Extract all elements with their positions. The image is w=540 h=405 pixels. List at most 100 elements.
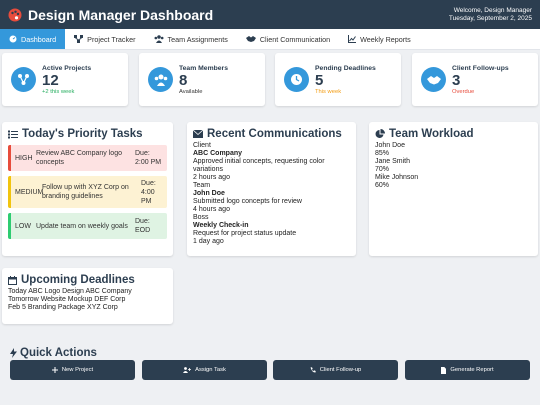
member-name: Jane Smith [375,158,411,165]
communications-title: Recent Communications [193,128,350,140]
communication-item[interactable]: Team John Doe Submitted logo concepts fo… [193,182,350,214]
generate-report-button[interactable]: Generate Report [405,360,530,380]
task-text: Follow up with XYZ Corp on branding guid… [42,184,129,200]
tab-project-tracker[interactable]: Project Tracker [65,29,144,49]
communication-type: Client [193,142,211,149]
stat-label: Active Projects [42,64,92,72]
stat-sub: This week [315,88,342,95]
client-followup-button[interactable]: Client Follow-up [273,360,398,380]
task-due: Due: 2:00 PM [135,150,162,166]
communication-time: 1 day ago [193,238,224,245]
stat-value: 12 [42,71,59,89]
communication-message: Request for project status update [193,230,297,237]
deadline-day: Tomorrow [8,296,39,303]
member-workload: 60% [375,182,390,189]
stat-card-pending-deadlines: Pending Deadlines 5 This week [275,53,401,106]
workload-member: Mike Johnson 60% [375,174,532,190]
deadline-project: ABC Logo Design [28,288,84,295]
tab-label: Team Assignments [167,34,228,44]
stat-sub: Available [179,88,203,95]
communication-message: Submitted logo concepts for review [193,198,302,205]
priority-tasks-title: Today's Priority Tasks [8,128,167,140]
stat-sub: +2 this week [42,88,75,95]
workload-member: Jane Smith 70% [375,158,532,174]
deadline-item[interactable]: Today ABC Logo Design ABC Company [8,288,167,296]
tab-label: Weekly Reports [360,34,411,44]
upcoming-deadlines-card: Upcoming Deadlines Today ABC Logo Design… [2,268,173,324]
communication-type: Team [193,182,211,189]
tab-team-assignments[interactable]: Team Assignments [145,29,237,49]
communication-sender: ABC Company [193,150,243,157]
member-workload: 85% [375,150,390,157]
team-workload-card: Team Workload John Doe 85% Jane Smith 70… [369,122,538,256]
current-date: Tuesday, September 2, 2025 [448,14,532,22]
task-item[interactable]: LOW Update team on weekly goals Due: EOD [8,213,167,239]
deadline-item[interactable]: Tomorrow Website Mockup DEF Corp [8,296,167,304]
app-header: Design Manager Dashboard Welcome, Design… [0,0,540,29]
deadline-client: XYZ Corp [87,304,118,311]
deadline-project: Branding Package [27,304,86,311]
users-icon [148,67,173,92]
stat-value: 3 [452,71,461,89]
tab-label: Project Tracker [87,34,136,44]
stat-card-team-members: Team Members 8 Available [139,53,265,106]
deadlines-title: Upcoming Deadlines [8,274,167,286]
deadline-client: ABC Company [85,288,132,295]
stat-value: 8 [179,71,188,89]
palette-icon [8,8,22,22]
page-title: Design Manager Dashboard [28,6,214,23]
tab-dashboard[interactable]: Dashboard [0,29,66,49]
task-list-icon [8,130,18,139]
stat-label: Client Follow-ups [452,64,509,72]
communication-time: 2 hours ago [193,174,230,181]
envelope-icon [193,130,203,138]
deadline-project: Website Mockup [40,296,93,303]
stat-label: Pending Deadlines [315,64,376,72]
communication-time: 4 hours ago [193,206,230,213]
task-priority: LOW [15,222,31,230]
calendar-icon [8,275,17,285]
phone-icon [310,367,316,373]
task-due: Due: EOD [135,218,151,234]
priority-tasks-card: Today's Priority Tasks HIGH Review ABC C… [2,122,173,256]
stat-card-client-followups: Client Follow-ups 3 Overdue [412,53,538,106]
stat-sub: Overdue [452,88,475,95]
user-plus-icon [183,367,192,373]
communication-sender: John Doe [193,190,225,197]
tab-client-communication[interactable]: Client Communication [237,29,339,49]
tab-weekly-reports[interactable]: Weekly Reports [339,29,420,49]
deadline-day: Feb 5 [8,304,26,311]
member-name: John Doe [375,142,405,149]
communication-type: Boss [193,214,209,221]
handshake-icon [245,35,256,43]
assign-task-button[interactable]: Assign Task [142,360,267,380]
member-workload: 70% [375,166,390,173]
plus-icon [51,367,58,373]
communication-item[interactable]: Client ABC Company Approved initial conc… [193,142,350,182]
quick-actions-title: Quick Actions [10,347,97,359]
new-project-button[interactable]: New Project [10,360,135,380]
tab-label: Client Communication [259,34,331,44]
task-text: Update team on weekly goals [36,222,128,230]
welcome-block: Welcome, Design Manager Tuesday, Septemb… [449,7,532,23]
chart-line-icon [348,35,357,43]
deadline-day: Today [8,288,27,295]
communication-sender: Weekly Check-in [193,222,249,229]
handshake-icon [421,67,446,92]
stat-label: Team Members [179,64,228,72]
bolt-icon [10,348,17,358]
recent-communications-card: Recent Communications Client ABC Company… [187,122,356,256]
communication-message: Approved initial concepts, requesting co… [193,158,325,173]
member-name: Mike Johnson [375,174,419,181]
file-icon [441,366,447,374]
task-due: Due: 4:00 PM [141,179,156,205]
task-priority: MEDIUM [15,188,44,196]
users-icon [154,35,164,43]
task-item[interactable]: HIGH Review ABC Company logo concepts Du… [8,145,167,171]
workload-title: Team Workload [375,128,532,140]
tab-label: Dashboard [21,34,57,44]
deadline-item[interactable]: Feb 5 Branding Package XYZ Corp [8,304,167,312]
communication-item[interactable]: Boss Weekly Check-in Request for project… [193,214,350,246]
task-priority: HIGH [15,154,33,162]
task-item[interactable]: MEDIUM Follow up with XYZ Corp on brandi… [8,176,167,208]
